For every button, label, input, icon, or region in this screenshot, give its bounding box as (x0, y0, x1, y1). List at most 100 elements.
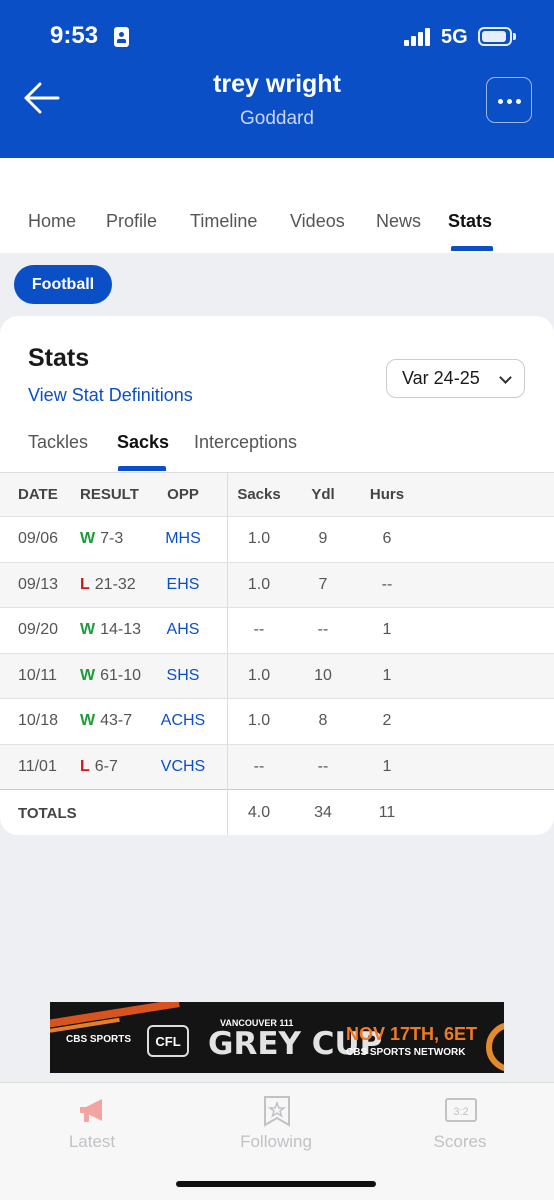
battery-icon (478, 27, 516, 46)
subtab-tackles[interactable]: Tackles (28, 432, 89, 452)
ad-cbs-logo: CBS SPORTS (66, 1034, 132, 1045)
tab-news[interactable]: News (376, 211, 422, 231)
stats-title: Stats (28, 344, 90, 372)
game-result: W 61-10 (80, 654, 141, 699)
id-card-icon (114, 27, 129, 47)
tab-videos[interactable]: Videos (290, 211, 345, 231)
game-score: 61-10 (100, 666, 142, 684)
win-loss-badge: W (80, 712, 96, 730)
total-sacks: 4.0 (247, 804, 271, 821)
hurs-value: 1 (382, 757, 392, 775)
nav-latest-label: Latest (68, 1132, 116, 1151)
nav-latest[interactable]: Latest (0, 1083, 184, 1163)
totals-row: TOTALS 4.0 34 11 (0, 789, 554, 835)
ydl-value: -- (317, 757, 329, 775)
table-row: 09/13 L 21-32 EHS 1.0 7 -- (0, 561, 554, 608)
tab-timeline[interactable]: Timeline (190, 211, 258, 231)
page-subtitle: Goddard (240, 108, 314, 129)
win-loss-badge: L (80, 575, 90, 593)
season-select-value: Var 24-25 (402, 368, 480, 388)
ydl-value: 9 (318, 530, 328, 548)
opponent-link[interactable]: SHS (166, 666, 200, 684)
table-row: 09/20 W 14-13 AHS -- -- 1 (0, 607, 554, 653)
ad-cfl-logo: CFL (147, 1025, 189, 1057)
column-header-hurs[interactable]: Hurs (369, 486, 405, 503)
hurs-value: 6 (382, 530, 392, 548)
game-result: L 21-32 (80, 563, 136, 608)
active-tab-indicator (451, 246, 493, 251)
ad-decoration (486, 1022, 504, 1072)
opponent-link[interactable]: EHS (166, 575, 200, 593)
sacks-value: 1.0 (247, 530, 271, 548)
bookmark-star-icon (264, 1096, 290, 1127)
opponent-link[interactable]: AHS (166, 621, 200, 639)
more-dots-icon (498, 99, 503, 104)
home-indicator (176, 1181, 376, 1187)
win-loss-badge: L (80, 757, 90, 775)
game-score: 7-3 (100, 530, 124, 548)
tab-stats[interactable]: Stats (448, 211, 493, 231)
win-loss-badge: W (80, 666, 96, 684)
total-ydl: 34 (314, 804, 332, 821)
view-stat-definitions-link[interactable]: View Stat Definitions (28, 385, 193, 405)
table-row: 10/11 W 61-10 SHS 1.0 10 1 (0, 652, 554, 699)
hurs-value: 2 (382, 712, 392, 730)
active-subtab-indicator (118, 466, 166, 471)
sport-filter-chip[interactable]: Football (14, 265, 112, 304)
bottom-nav: Latest Following 3:2 Scores (0, 1082, 554, 1200)
opponent-link[interactable]: VCHS (160, 757, 206, 775)
tab-profile[interactable]: Profile (106, 211, 158, 231)
season-select[interactable]: Var 24-25 (386, 359, 525, 398)
ad-date: NOV 17TH, 6ET (346, 1024, 478, 1044)
megaphone-icon (80, 1099, 102, 1122)
nav-following[interactable]: Following (184, 1083, 368, 1163)
back-arrow-icon[interactable] (22, 80, 62, 116)
ad-event-logo: GREY CUP (208, 1026, 383, 1062)
game-result: L 6-7 (80, 745, 118, 790)
game-date: 11/01 (18, 757, 57, 775)
ydl-value: 7 (318, 575, 328, 593)
hurs-value: -- (381, 575, 393, 593)
column-header-sacks[interactable]: Sacks (237, 486, 281, 503)
column-header-ydl[interactable]: Ydl (311, 486, 335, 503)
sacks-value: 1.0 (247, 575, 271, 593)
svg-text:3:2: 3:2 (453, 1106, 468, 1118)
network-type: 5G (441, 26, 468, 48)
table-row: 11/01 L 6-7 VCHS -- -- 1 (0, 743, 554, 790)
totals-label: TOTALS (18, 804, 77, 822)
game-result: W 7-3 (80, 517, 123, 562)
column-divider (227, 472, 228, 835)
game-date: 10/18 (18, 712, 59, 730)
game-result: W 43-7 (80, 699, 132, 744)
more-options-button[interactable] (486, 77, 532, 123)
ad-network: CBS SPORTS NETWORK (346, 1047, 466, 1058)
status-time: 9:53 (50, 22, 99, 49)
ydl-value: -- (317, 621, 329, 639)
stats-card: Stats View Stat Definitions Var 24-25 Ta… (0, 316, 554, 835)
sacks-value: 1.0 (247, 666, 271, 684)
chevron-down-icon (499, 371, 512, 384)
game-score: 6-7 (94, 757, 118, 775)
column-header-opp[interactable]: OPP (167, 486, 199, 503)
tab-home[interactable]: Home (28, 211, 77, 231)
ad-banner[interactable]: CBS SPORTS CFL VANCOUVER 111 GREY CUP NO… (50, 1002, 504, 1073)
signal-icon (404, 28, 432, 46)
sacks-value: -- (253, 757, 265, 775)
column-header-result[interactable]: RESULT (80, 486, 139, 503)
ydl-value: 8 (318, 712, 328, 730)
nav-scores-label: Scores (433, 1132, 487, 1151)
subtab-sacks[interactable]: Sacks (117, 432, 170, 452)
game-score: 43-7 (100, 712, 133, 730)
opponent-link[interactable]: ACHS (160, 712, 206, 730)
subtab-interceptions[interactable]: Interceptions (194, 432, 298, 452)
column-header-date[interactable]: DATE (18, 486, 58, 503)
nav-scores[interactable]: 3:2 Scores (368, 1083, 552, 1163)
stats-table: DATE RESULT OPP Sacks Ydl Hurs 09/06 W 7-… (0, 472, 554, 835)
game-date: 09/13 (18, 575, 59, 593)
opponent-link[interactable]: MHS (165, 530, 201, 548)
page-title: trey wright (213, 70, 341, 98)
win-loss-badge: W (80, 530, 96, 548)
game-score: 21-32 (94, 575, 136, 593)
hurs-value: 1 (382, 666, 392, 684)
table-row: 10/18 W 43-7 ACHS 1.0 8 2 (0, 698, 554, 744)
